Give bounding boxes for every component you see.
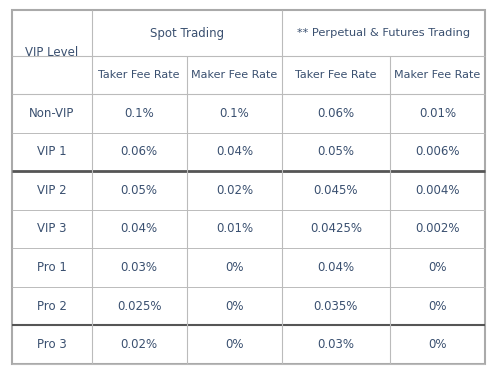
Text: Taker Fee Rate: Taker Fee Rate [98,70,180,80]
Text: Maker Fee Rate: Maker Fee Rate [191,70,277,80]
Text: 0.025%: 0.025% [117,300,162,313]
Text: 0.04%: 0.04% [216,145,253,158]
Text: 0.006%: 0.006% [415,145,460,158]
Text: 0%: 0% [225,261,244,274]
Text: 0.06%: 0.06% [318,107,354,120]
Text: Pro 1: Pro 1 [37,261,67,274]
Text: 0%: 0% [428,338,447,351]
Text: Non-VIP: Non-VIP [29,107,75,120]
Text: 0.03%: 0.03% [318,338,354,351]
Text: VIP Level: VIP Level [25,46,79,58]
Text: 0.06%: 0.06% [121,145,158,158]
Text: 0.05%: 0.05% [121,184,158,197]
Text: 0%: 0% [225,300,244,313]
Text: 0.1%: 0.1% [124,107,154,120]
Text: 0.05%: 0.05% [318,145,354,158]
Text: Maker Fee Rate: Maker Fee Rate [394,70,481,80]
Text: VIP 2: VIP 2 [37,184,67,197]
Text: Spot Trading: Spot Trading [150,27,224,40]
Text: VIP 3: VIP 3 [37,223,67,236]
Text: 0.01%: 0.01% [216,223,253,236]
Text: 0.1%: 0.1% [220,107,249,120]
Text: VIP 1: VIP 1 [37,145,67,158]
Text: 0%: 0% [428,261,447,274]
Text: Pro 3: Pro 3 [37,338,67,351]
Text: 0.004%: 0.004% [415,184,460,197]
Text: 0.002%: 0.002% [415,223,460,236]
Text: ** Perpetual & Futures Trading: ** Perpetual & Futures Trading [297,28,470,38]
Text: 0%: 0% [225,338,244,351]
Text: Pro 2: Pro 2 [37,300,67,313]
Text: 0.035%: 0.035% [314,300,358,313]
Text: Taker Fee Rate: Taker Fee Rate [295,70,377,80]
Text: 0.04%: 0.04% [318,261,354,274]
Text: 0.03%: 0.03% [121,261,158,274]
Text: 0.02%: 0.02% [216,184,253,197]
Text: 0.04%: 0.04% [121,223,158,236]
Text: 0.01%: 0.01% [419,107,456,120]
Text: 0%: 0% [428,300,447,313]
Text: 0.045%: 0.045% [314,184,358,197]
Text: 0.0425%: 0.0425% [310,223,362,236]
Text: 0.02%: 0.02% [121,338,158,351]
